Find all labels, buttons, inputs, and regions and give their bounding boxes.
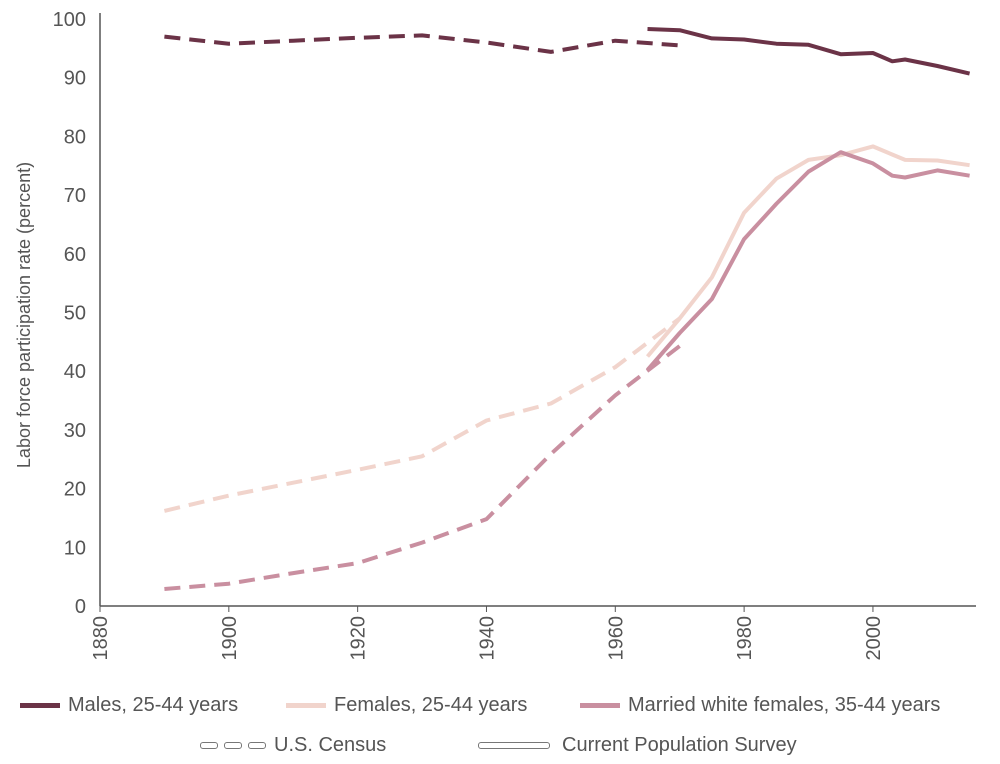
legend-label-females: Females, 25-44 years — [334, 694, 528, 716]
legend-label-males: Males, 25-44 years — [68, 694, 239, 716]
series-line-married-white-females-35-44-years-solid — [645, 150, 970, 372]
legend-item-married-white-females: Married white females, 35-44 years — [580, 694, 940, 717]
legend-item-cps: Current Population Survey — [478, 734, 797, 757]
y-tick-label: 50 — [64, 303, 86, 325]
y-tick-label: 70 — [64, 185, 86, 207]
x-tick-label: 1900 — [219, 616, 241, 661]
y-tick-label: 80 — [64, 126, 86, 148]
y-tick-label: 10 — [64, 537, 86, 559]
legend-label-cps: Current Population Survey — [562, 734, 797, 756]
series-line-females-25-44-years-dashed — [163, 316, 681, 513]
y-axis-label: Labor force participation rate (percent) — [14, 162, 34, 468]
legend-swatch-married-white-females — [580, 703, 620, 708]
y-tick-label: 100 — [53, 9, 86, 31]
legend-item-females: Females, 25-44 years — [286, 694, 527, 717]
axes — [99, 13, 976, 607]
series-line-married-white-females-35-44-years-dashed — [164, 344, 681, 591]
legend-item-males: Males, 25-44 years — [20, 694, 238, 717]
series-lines — [163, 27, 971, 591]
legend-swatch-females — [286, 703, 326, 708]
y-tick-label: 40 — [64, 361, 86, 383]
y-tick-label: 30 — [64, 420, 86, 442]
x-tick-labels: 1880 1900 1920 1940 1960 1980 2000 — [90, 606, 885, 661]
legend-item-census: U.S. Census — [200, 734, 386, 757]
y-tick-label: 20 — [64, 479, 86, 501]
x-tick-label: 1920 — [348, 616, 370, 661]
legend-swatch-males — [20, 703, 60, 708]
series-line-males-25-44-years-dashed — [164, 33, 680, 54]
legend-swatch-solid — [478, 742, 550, 749]
y-tick-label: 60 — [64, 244, 86, 266]
y-tick-labels: 0 10 20 30 40 50 60 70 80 90 100 — [53, 9, 86, 618]
legend-label-married-white-females: Married white females, 35-44 years — [628, 694, 941, 716]
y-tick-label: 0 — [75, 596, 86, 618]
x-tick-label: 1960 — [605, 616, 627, 661]
series-line-females-25-44-years-solid — [645, 144, 970, 358]
legend-swatch-dashed — [200, 742, 266, 749]
x-tick-label: 1980 — [734, 616, 756, 661]
y-tick-label: 90 — [64, 68, 86, 90]
x-tick-label: 1940 — [476, 616, 498, 661]
x-tick-label: 1880 — [90, 616, 112, 661]
legend-label-census: U.S. Census — [274, 734, 387, 756]
series-line-males-25-44-years-solid — [647, 27, 971, 76]
x-tick-label: 2000 — [863, 616, 885, 661]
